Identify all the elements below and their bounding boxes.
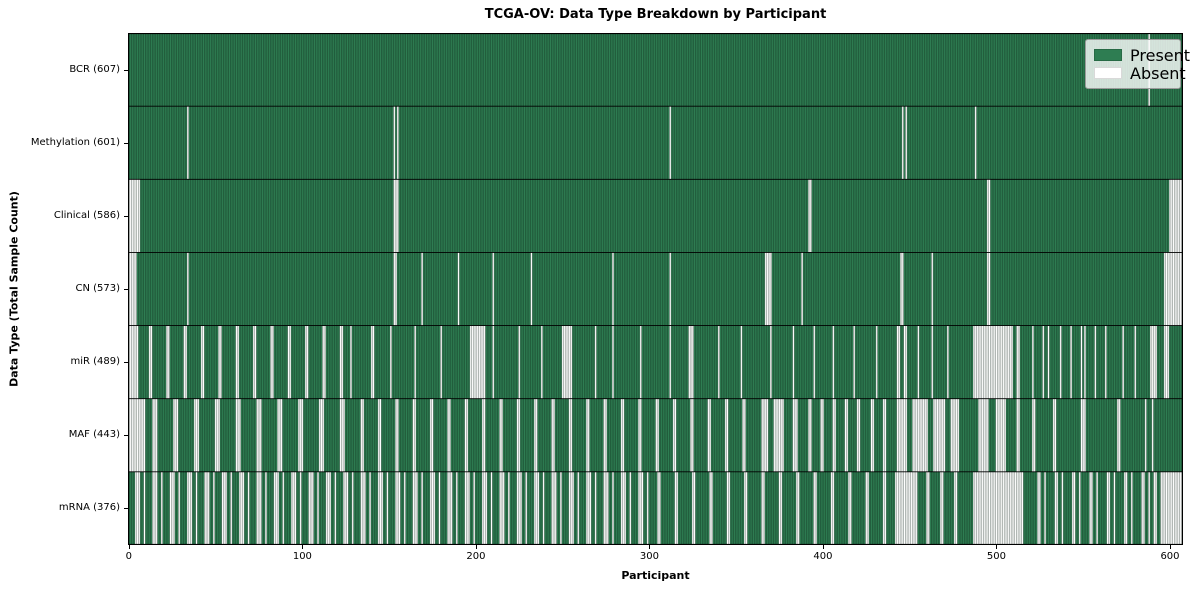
- x-tick-mark: [822, 545, 824, 549]
- x-tick-label-0: 0: [125, 551, 133, 562]
- x-tick-label-600: 600: [1160, 551, 1180, 562]
- x-tick-mark: [1169, 545, 1171, 549]
- row-label-Methylation: Methylation (601): [30, 136, 120, 148]
- legend-item-absent: Absent: [1094, 64, 1186, 83]
- row-label-miR: miR (489): [70, 356, 120, 368]
- chart-title: TCGA-OV: Data Type Breakdown by Particip…: [484, 7, 827, 22]
- x-tick-label-500: 500: [986, 551, 1006, 562]
- x-axis-label: Participant: [621, 569, 690, 582]
- y-tick-mark: [124, 508, 128, 510]
- legend-label-present: Present: [1130, 45, 1191, 65]
- row-label-BCR: BCR (607): [69, 63, 120, 75]
- row-label-CN: CN (573): [75, 283, 120, 294]
- y-tick-mark: [124, 435, 128, 437]
- x-tick-mark: [996, 545, 998, 549]
- present-swatch: [1094, 49, 1122, 61]
- y-tick-mark: [124, 69, 128, 71]
- y-tick-mark: [124, 289, 128, 290]
- y-tick-mark: [124, 362, 128, 364]
- x-tick-label-100: 100: [292, 551, 312, 562]
- x-tick-mark: [649, 545, 651, 549]
- row-label-mRNA: mRNA (376): [58, 502, 120, 514]
- x-tick-label-200: 200: [466, 551, 486, 562]
- x-tick-label-400: 400: [813, 551, 833, 562]
- x-tick-mark: [302, 545, 304, 549]
- row-label-MAF: MAF (443): [68, 429, 120, 441]
- absent-swatch: [1094, 67, 1122, 79]
- y-tick-mark: [124, 215, 128, 217]
- plot-area[interactable]: [128, 33, 1183, 545]
- row-label-Clinical: Clinical (586): [53, 209, 120, 221]
- x-tick-label-300: 300: [639, 551, 659, 562]
- heatmap-canvas: [128, 33, 1183, 545]
- y-tick-mark: [124, 142, 128, 144]
- x-tick-mark: [128, 545, 130, 549]
- x-tick-mark: [475, 545, 477, 549]
- legend-label-absent: Absent: [1130, 63, 1186, 83]
- legend-item-present: Present: [1094, 46, 1190, 65]
- legend: Present Absent: [1085, 39, 1190, 89]
